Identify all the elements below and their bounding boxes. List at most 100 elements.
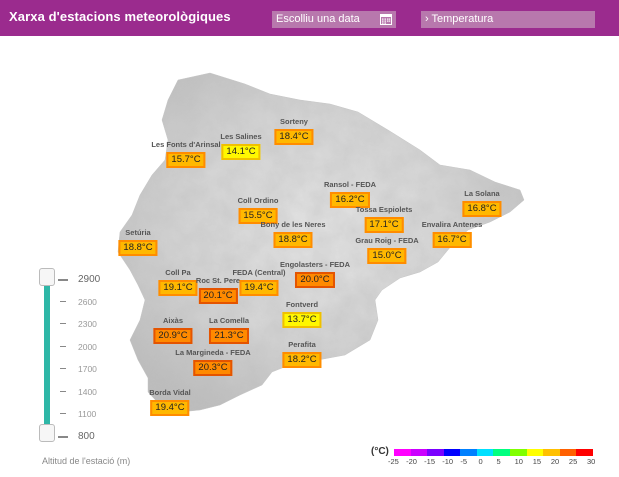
station-name: Roc St. Pere: [195, 276, 241, 285]
station-borda-vidal[interactable]: Borda Vidal 19.4°C: [149, 388, 191, 416]
slider-tick-label: 2000: [78, 342, 97, 352]
altitude-slider-caption: Altitud de l'estació (m): [42, 456, 131, 466]
station-temperature[interactable]: 14.1°C: [221, 144, 261, 160]
legend-color-swatch: [394, 449, 411, 456]
station-name: Setúria: [125, 228, 151, 237]
legend-label: -15: [424, 457, 436, 466]
station-name: Perafita: [288, 340, 316, 349]
station-ransol-feda[interactable]: Ransol - FEDA 16.2°C: [324, 180, 376, 208]
station-aixas[interactable]: Aixàs 20.9°C: [153, 316, 193, 344]
slider-tick: [60, 323, 66, 324]
station-coll-pa[interactable]: Coll Pa 19.1°C: [158, 268, 198, 296]
station-temperature[interactable]: 16.8°C: [462, 201, 502, 217]
legend-label: 15: [532, 457, 542, 466]
station-name: Ransol - FEDA: [323, 180, 377, 189]
station-temperature[interactable]: 19.4°C: [239, 280, 279, 296]
station-temperature[interactable]: 18.2°C: [282, 352, 322, 368]
station-tossa-espiolets[interactable]: Tossa Espiolets 17.1°C: [355, 205, 413, 233]
station-name: Bony de les Neres: [260, 220, 326, 229]
station-temperature[interactable]: 16.2°C: [330, 192, 370, 208]
station-name: Grau Roig - FEDA: [355, 236, 419, 245]
legend-color-swatch: [559, 449, 577, 456]
slider-tick-label: 800: [78, 431, 95, 442]
legend-color-swatch: [576, 449, 593, 456]
legend-color-swatch: [510, 449, 527, 456]
slider-tick-label: 2300: [78, 319, 97, 329]
slider-tick-label: 1100: [78, 409, 97, 419]
station-name: Sorteny: [280, 117, 308, 126]
legend-label: 5: [496, 457, 501, 466]
station-temperature[interactable]: 17.1°C: [364, 217, 404, 233]
legend-color-swatch: [526, 449, 544, 456]
station-temperature[interactable]: 15.0°C: [367, 248, 407, 264]
station-temperature[interactable]: 20.3°C: [193, 360, 233, 376]
station-temperature[interactable]: 21.3°C: [209, 328, 249, 344]
station-sorteny[interactable]: Sorteny 18.4°C: [274, 117, 314, 145]
station-envalira-antenes[interactable]: Envalira Antenes 16.7°C: [422, 220, 482, 248]
header-bar: Xarxa d'estacions meteorològiques Escoll…: [0, 0, 619, 36]
legend-label: -25: [388, 457, 399, 466]
calendar-icon[interactable]: [380, 13, 392, 25]
station-name: Les Fonts d'Arinsal: [151, 140, 221, 149]
legend-color-swatch: [427, 449, 444, 456]
station-seturia[interactable]: Setúria 18.8°C: [118, 228, 158, 256]
station-temperature[interactable]: 18.8°C: [118, 240, 158, 256]
legend-label: -10: [442, 457, 454, 466]
station-la-margineda-feda[interactable]: La Margineda - FEDA 20.3°C: [175, 348, 251, 376]
slider-tick-label: 2600: [78, 297, 97, 307]
legend-label: 0: [478, 457, 483, 466]
station-temperature[interactable]: 18.8°C: [273, 232, 313, 248]
legend-color-swatch: [543, 449, 560, 456]
variable-label: › Temperatura: [425, 13, 494, 25]
station-temperature[interactable]: 15.7°C: [166, 152, 206, 168]
station-name: Engolasters - FEDA: [279, 260, 351, 269]
station-temperature[interactable]: 18.4°C: [274, 129, 314, 145]
legend-color-swatch: [410, 449, 428, 456]
station-temperature[interactable]: 15.5°C: [238, 208, 278, 224]
variable-selector[interactable]: › Temperatura: [421, 11, 595, 28]
legend-label: -5: [460, 457, 468, 466]
station-roc-st-pere[interactable]: Roc St. Pere 20.1°C: [196, 276, 240, 304]
legend-label: -20: [406, 457, 417, 466]
station-les-salines[interactable]: Les Salines 14.1°C: [220, 132, 262, 160]
station-temperature[interactable]: 20.1°C: [198, 288, 238, 304]
legend-label: 20: [550, 457, 560, 466]
date-picker-input[interactable]: Escolliu una data: [272, 11, 396, 28]
altitude-slider-max-handle[interactable]: [39, 268, 55, 286]
station-temperature[interactable]: 20.9°C: [153, 328, 193, 344]
legend-label: 25: [568, 457, 578, 466]
slider-tick: [60, 346, 66, 347]
slider-tick: [60, 391, 66, 392]
station-coll-ordino[interactable]: Coll Ordino 15.5°C: [238, 196, 278, 224]
slider-tick-label: 1700: [78, 364, 97, 374]
legend-label: 10: [514, 457, 523, 466]
station-grau-roig-feda[interactable]: Grau Roig - FEDA 15.0°C: [355, 236, 419, 264]
station-la-solana[interactable]: La Solana 16.8°C: [462, 189, 502, 217]
station-bony-de-les-neres[interactable]: Bony de les Neres 18.8°C: [260, 220, 326, 248]
station-la-comella[interactable]: La Comella 21.3°C: [209, 316, 249, 344]
legend-color-swatch: [460, 449, 477, 456]
station-name: Les Salines: [220, 132, 262, 141]
station-temperature[interactable]: 19.1°C: [158, 280, 198, 296]
station-feda-central[interactable]: FEDA (Central) 19.4°C: [232, 268, 286, 296]
station-name: Coll Pa: [165, 268, 191, 277]
station-name: La Margineda - FEDA: [175, 348, 251, 357]
station-les-fonts-darinsal[interactable]: Les Fonts d'Arinsal 15.7°C: [151, 140, 221, 168]
altitude-slider-track[interactable]: [44, 280, 50, 438]
altitude-slider-min-handle[interactable]: [39, 424, 55, 442]
temperature-color-scale: [394, 449, 593, 456]
slider-tick-label: 2900: [78, 274, 101, 285]
station-perafita[interactable]: Perafita 18.2°C: [282, 340, 322, 368]
legend-color-swatch: [493, 449, 511, 456]
station-fontverd[interactable]: Fontverd 13.7°C: [282, 300, 322, 328]
station-temperature[interactable]: 16.7°C: [432, 232, 472, 248]
station-temperature[interactable]: 20.0°C: [295, 272, 335, 288]
date-placeholder: Escolliu una data: [276, 13, 360, 25]
station-name: Borda Vidal: [149, 388, 191, 397]
station-name: Tossa Espiolets: [355, 205, 413, 214]
station-temperature[interactable]: 13.7°C: [282, 312, 322, 328]
slider-tick: [60, 368, 66, 369]
legend-color-swatch: [476, 449, 494, 456]
station-engolasters-feda[interactable]: Engolasters - FEDA 20.0°C: [280, 260, 350, 288]
station-temperature[interactable]: 19.4°C: [150, 400, 190, 416]
